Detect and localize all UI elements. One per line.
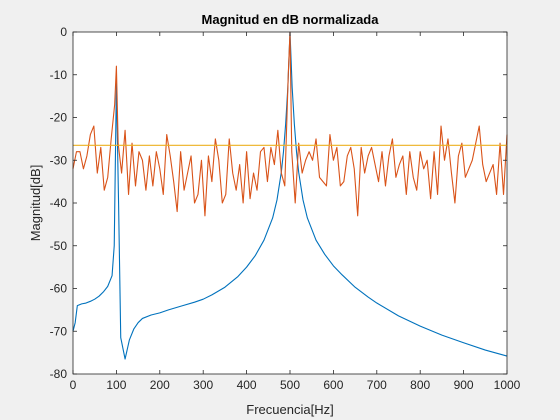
y-ticks: 0 -10 -20 -30 -40 -50 -60 -70 -80 bbox=[50, 25, 507, 381]
x-tick-label: 300 bbox=[193, 378, 213, 392]
chart-title: Magnitud en dB normalizada bbox=[202, 12, 380, 27]
x-ticks: 0 100 200 300 400 500 600 700 800 900 1000 bbox=[70, 32, 521, 392]
x-tick-label: 900 bbox=[454, 378, 474, 392]
x-axis-label: Frecuencia[Hz] bbox=[246, 402, 333, 417]
y-tick-label: -60 bbox=[50, 282, 68, 296]
series-2-line bbox=[72, 31, 508, 217]
series-1-line bbox=[72, 31, 508, 360]
y-tick-label: -70 bbox=[50, 324, 68, 338]
x-tick-label: 500 bbox=[280, 378, 300, 392]
x-tick-label: 100 bbox=[106, 378, 126, 392]
y-tick-label: -40 bbox=[50, 196, 68, 210]
x-tick-label: 700 bbox=[367, 378, 387, 392]
y-axis-label: Magnitud[dB] bbox=[28, 165, 43, 242]
x-tick-label: 0 bbox=[70, 378, 77, 392]
y-tick-label: -50 bbox=[50, 239, 68, 253]
x-tick-label: 200 bbox=[150, 378, 170, 392]
x-tick-label: 1000 bbox=[494, 378, 521, 392]
y-tick-label: -20 bbox=[50, 111, 68, 125]
x-tick-label: 400 bbox=[237, 378, 257, 392]
x-tick-label: 800 bbox=[410, 378, 430, 392]
y-tick-label: -30 bbox=[50, 153, 68, 167]
y-tick-label: -10 bbox=[50, 68, 68, 82]
y-tick-label: -80 bbox=[50, 367, 68, 381]
x-tick-label: 600 bbox=[323, 378, 343, 392]
y-tick-label: 0 bbox=[60, 25, 67, 39]
series-layer bbox=[72, 31, 508, 360]
